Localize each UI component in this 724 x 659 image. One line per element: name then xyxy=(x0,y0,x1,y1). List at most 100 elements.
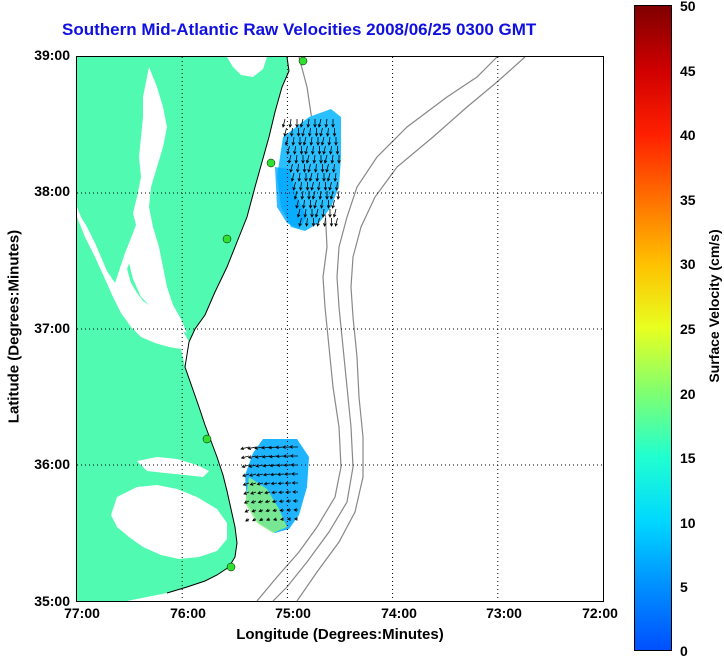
velocity-arrow xyxy=(243,491,250,495)
velocity-arrow xyxy=(278,490,285,495)
velocity-arrow xyxy=(296,128,301,137)
velocity-arrow xyxy=(247,455,257,459)
y-axis-label: Latitude (Degrees:Minutes) xyxy=(5,229,23,424)
velocity-arrow xyxy=(322,173,326,182)
velocity-arrow xyxy=(301,127,305,137)
velocity-arrow xyxy=(272,508,278,513)
colorbar-tick: 10 xyxy=(680,515,696,531)
velocity-arrow xyxy=(284,136,289,146)
velocity-arrow xyxy=(321,208,326,218)
velocity-arrow xyxy=(305,217,309,227)
velocity-arrow xyxy=(266,517,271,521)
velocity-arrow xyxy=(269,463,278,468)
velocity-arrow xyxy=(327,136,332,146)
depth-contour-2 xyxy=(272,57,498,601)
velocity-arrow xyxy=(261,454,271,459)
velocity-arrow xyxy=(289,445,299,449)
velocity-arrow xyxy=(315,172,320,182)
velocity-arrow xyxy=(258,508,264,513)
velocity-arrow xyxy=(329,145,333,155)
velocity-arrow xyxy=(290,172,295,182)
colorbar-tick: 45 xyxy=(680,63,696,79)
velocity-arrow xyxy=(337,155,341,164)
velocity-arrow xyxy=(312,154,317,164)
velocity-arrow xyxy=(310,181,314,191)
velocity-arrow xyxy=(264,490,271,495)
velocity-arrow xyxy=(304,145,308,155)
velocity-arrow xyxy=(298,137,302,146)
velocity-arrow xyxy=(245,518,250,522)
velocity-arrow xyxy=(264,499,271,504)
velocity-arrow xyxy=(334,217,338,227)
velocity-arrow xyxy=(268,445,278,450)
velocity-arrow xyxy=(293,508,299,512)
velocity-arrow xyxy=(292,181,296,191)
velocity-arrow xyxy=(332,208,337,218)
velocity-arrow xyxy=(325,191,329,200)
velocity-arrow xyxy=(317,146,322,155)
coastline xyxy=(166,57,290,594)
velocity-arrow xyxy=(314,128,319,137)
velocity-arrow xyxy=(331,119,335,128)
velocity-arrow xyxy=(293,145,297,155)
velocity-arrow xyxy=(288,118,293,128)
velocity-arrow xyxy=(265,508,271,513)
colorbar-tick: 30 xyxy=(680,256,696,272)
colorbar-tick: 25 xyxy=(680,321,696,337)
y-tick-label: 38:00 xyxy=(34,183,70,199)
velocity-arrow xyxy=(262,463,271,468)
y-tick-label: 37:00 xyxy=(34,320,70,336)
x-tick-label: 75:00 xyxy=(275,605,311,621)
velocity-arrow xyxy=(319,127,323,137)
velocity-arrow xyxy=(335,181,339,191)
velocity-arrow xyxy=(278,499,285,504)
velocity-arrow xyxy=(290,472,299,476)
velocity-arrow xyxy=(291,136,296,146)
velocity-arrow xyxy=(317,118,322,128)
radar-station-marker xyxy=(266,158,276,168)
velocity-arrow xyxy=(242,473,250,477)
delaware-bay xyxy=(227,57,267,77)
velocity-arrow xyxy=(286,508,292,512)
velocity-arrow xyxy=(279,508,285,512)
velocity-arrow xyxy=(323,217,327,227)
colorbar-label: Surface Velocity (cm/s) xyxy=(706,229,722,383)
velocity-arrow xyxy=(299,146,304,155)
radar-station-marker xyxy=(202,434,212,444)
velocity-arrow xyxy=(296,163,300,173)
velocity-arrow xyxy=(301,155,305,164)
velocity-arrow xyxy=(295,119,299,128)
velocity-arrow xyxy=(302,164,307,173)
y-tick-label: 39:00 xyxy=(34,47,70,63)
velocity-arrow xyxy=(322,145,326,155)
velocity-arrow xyxy=(289,163,293,173)
velocity-arrow xyxy=(283,463,292,467)
x-tick-label: 74:00 xyxy=(381,605,417,621)
velocity-arrow xyxy=(277,481,285,486)
velocity-arrow xyxy=(325,163,329,173)
velocity-arrow xyxy=(243,500,250,504)
velocity-arrow xyxy=(286,517,292,521)
velocity-arrow xyxy=(302,136,307,146)
velocity-arrow xyxy=(300,190,305,200)
velocity-arrow xyxy=(291,481,299,485)
velocity-arrow xyxy=(317,181,321,191)
colorbar-tick: 0 xyxy=(680,643,688,659)
velocity-arrow xyxy=(276,472,285,477)
velocity-arrow xyxy=(272,517,278,521)
velocity-arrow xyxy=(282,454,292,458)
velocity-arrow xyxy=(323,154,328,164)
velocity-arrow xyxy=(313,199,317,209)
velocity-arrow xyxy=(329,190,334,200)
velocity-arrow xyxy=(290,127,294,137)
y-tick-label: 36:00 xyxy=(34,456,70,472)
velocity-arrow xyxy=(251,509,257,513)
land-mainland xyxy=(77,57,289,342)
velocity-arrow xyxy=(308,127,312,137)
graticule xyxy=(77,57,603,601)
velocity-arrow xyxy=(328,209,332,218)
radar-station-marker xyxy=(298,57,308,66)
velocity-arrow xyxy=(255,464,264,468)
velocity-arrow xyxy=(279,517,285,521)
velocity-arrow xyxy=(250,500,257,504)
